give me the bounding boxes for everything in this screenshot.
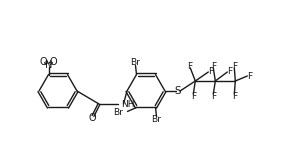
- Text: F: F: [187, 62, 192, 71]
- Text: F: F: [232, 91, 237, 100]
- Text: O: O: [50, 57, 57, 66]
- Text: F: F: [208, 66, 213, 76]
- Text: F: F: [232, 62, 237, 71]
- Text: O: O: [88, 113, 96, 123]
- Text: N: N: [45, 60, 52, 70]
- Text: O: O: [40, 57, 47, 66]
- Text: F: F: [211, 91, 216, 100]
- Text: F: F: [191, 91, 196, 100]
- Text: Br: Br: [151, 115, 162, 124]
- Text: Br: Br: [114, 108, 124, 117]
- Text: NH: NH: [121, 99, 135, 109]
- Text: Br: Br: [131, 58, 140, 67]
- Text: S: S: [175, 86, 181, 96]
- Text: F: F: [247, 71, 252, 80]
- Text: F: F: [227, 66, 232, 76]
- Text: F: F: [211, 62, 216, 71]
